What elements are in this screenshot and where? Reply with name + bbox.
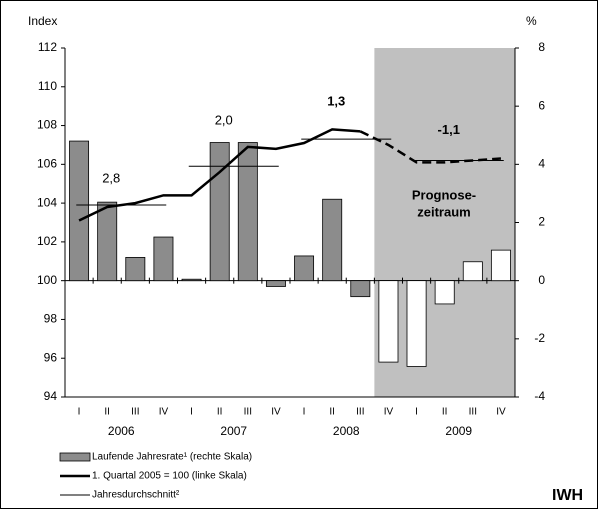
y-tick-label: 100 [37,273,57,287]
year-label: 2009 [445,424,472,438]
bar [181,278,202,282]
x-tick-label: IV [496,407,506,418]
bar [490,249,511,282]
y2-axis-title: % [526,14,537,28]
year-label: 2008 [333,424,360,438]
bar [97,201,118,282]
bar [294,255,315,282]
y2-tick-label: 4 [538,157,545,171]
x-tick-label: II [442,407,448,418]
forecast-label: Prognose- [412,187,476,202]
bar [69,140,90,282]
y-tick-label: 104 [37,195,57,209]
y2-tick-label: -4 [534,389,545,403]
x-tick-label: I [190,407,193,418]
x-tick-label: IV [384,407,394,418]
x-tick-label: III [356,407,364,418]
bar [350,280,371,298]
y2-tick-label: 6 [538,98,545,112]
bar [434,280,455,305]
legend-label: Jahresdurchschnitt² [92,490,180,501]
bar [153,236,174,282]
x-tick-label: IV [159,407,169,418]
bar [462,261,483,282]
y-tick-label: 112 [38,40,57,54]
bar [209,142,230,282]
bar [265,280,286,287]
x-tick-label: III [244,407,252,418]
y-tick-label: 106 [37,157,57,171]
x-tick-label: III [469,407,477,418]
y-tick-label: 102 [37,234,57,248]
y-tick-label: 98 [44,312,58,326]
annual-rate-label: 2,8 [102,170,120,185]
legend-label: Laufende Jahresrate¹ (rechte Skala) [92,452,252,463]
x-tick-label: II [104,407,110,418]
x-tick-label: II [217,407,223,418]
index-line-forecast [359,130,502,164]
bar [125,256,146,282]
x-tick-label: IV [271,407,281,418]
brand: IWH [552,487,583,504]
x-tick-label: II [329,407,335,418]
bar [406,280,427,367]
year-label: 2006 [108,424,135,438]
forecast-label: zeitraum [417,204,470,219]
y2-tick-label: 0 [538,273,545,287]
legend-swatch [59,452,91,462]
x-tick-label: I [78,407,81,418]
y-tick-label: 110 [38,79,57,93]
bar [378,280,399,363]
y-axis-title: Index [28,14,57,28]
annual-rate-label: 1,3 [327,94,345,109]
bar [237,142,258,282]
bar [322,198,343,282]
y2-tick-label: 8 [538,40,545,54]
y2-tick-label: -2 [534,331,545,345]
x-tick-label: I [415,407,418,418]
annual-rate-label: 2,0 [215,113,233,128]
legend-label: 1. Quartal 2005 = 100 (linke Skala) [92,471,247,482]
y2-tick-label: 2 [538,215,545,229]
y-tick-label: 96 [44,350,58,364]
y-tick-label: 108 [37,118,57,132]
x-tick-label: I [303,407,306,418]
year-label: 2007 [220,424,247,438]
x-tick-label: III [131,407,139,418]
annual-rate-label: -1,1 [438,122,460,137]
y-tick-label: 94 [44,389,58,403]
index-line [78,128,361,222]
